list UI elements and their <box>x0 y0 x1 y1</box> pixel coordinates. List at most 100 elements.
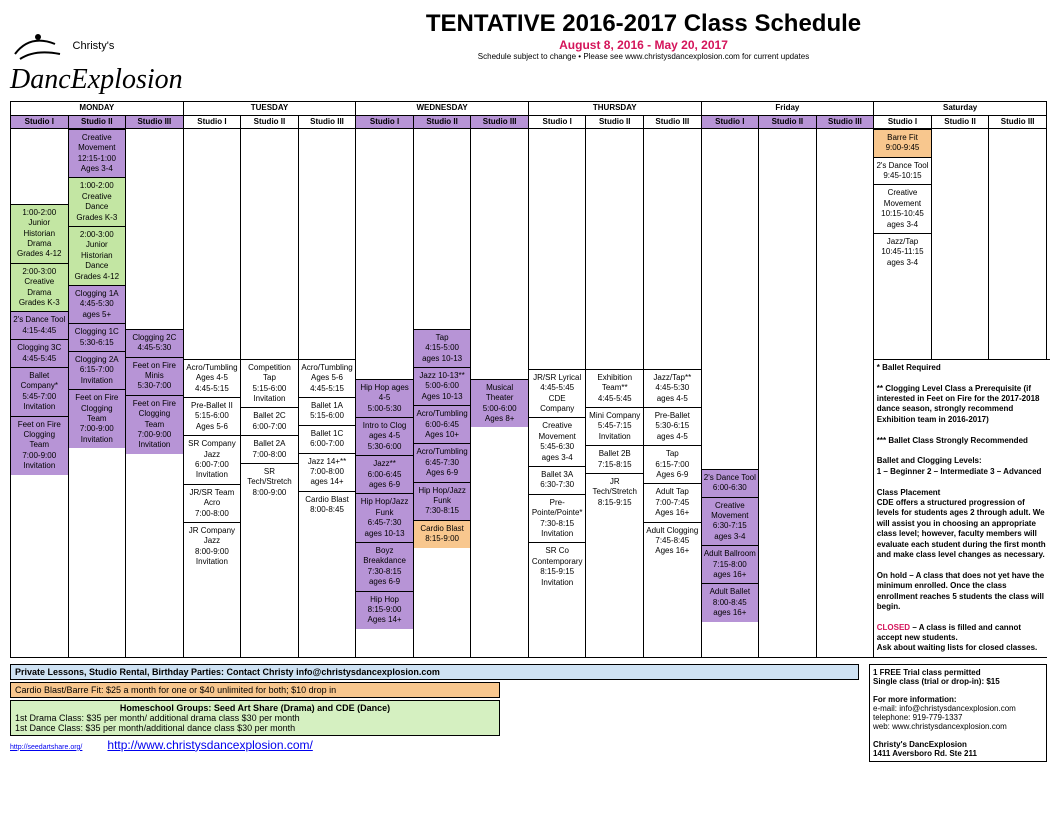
class-cell: Jazz 14+**7:00-8:00 ages 14+ <box>299 453 356 491</box>
class-cell: SR Company Jazz6:00-7:00 Invitation <box>184 435 241 484</box>
studio-header: Studio II <box>759 115 817 128</box>
class-cell: Creative Movement6:30-7:15 ages 3-4 <box>702 497 759 546</box>
link-seedartshare[interactable]: http://seedartshare.org/ <box>10 744 82 751</box>
class-cell: Ballet 2A7:00-8:00 <box>241 435 298 463</box>
class-cell: Creative Movement12:15-1:00 Ages 3-4 <box>69 129 126 178</box>
class-cell: JR Company Jazz8:00-9:00 Invitation <box>184 522 241 571</box>
class-cell: Competition Tap5:15-6:00 Invitation <box>241 359 298 408</box>
class-cell: Hip Hop/Jazz Funk7:30-8:15 <box>414 482 471 520</box>
schedule-column: Acro/Tumbling Ages 5-64:45-5:15Ballet 1A… <box>298 128 356 657</box>
class-cell: Cardio Blast8:00-8:45 <box>299 491 356 519</box>
schedule-column: Tap4:15-5:00 ages 10-13Jazz 10-13**5:00-… <box>413 128 471 657</box>
contact-web: web: www.christysdancexplosion.com <box>873 722 1043 731</box>
homeschool-line1: 1st Drama Class: $35 per month/ addition… <box>15 713 495 723</box>
class-cell: Hip Hop ages 4-55:00-5:30 <box>356 379 413 417</box>
class-cell: Adult Ballroom7:15-8:00 ages 16+ <box>702 545 759 583</box>
studio-header: Studio II <box>241 115 299 128</box>
class-cell: 1:00-2:00Junior Historian DramaGrades 4-… <box>11 204 68 263</box>
class-cell: SR Co Contemporary8:15-9:15 Invitation <box>529 542 586 591</box>
studio-header: Studio II <box>68 115 126 128</box>
schedule-column: Clogging 2C4:45-5:30Feet on Fire Minis5:… <box>126 128 184 657</box>
class-cell: Ballet 3A6:30-7:30 <box>529 466 586 494</box>
class-cell: Boyz Breakdance7:30-8:15 ages 6-9 <box>356 542 413 591</box>
class-cell: Jazz/Tap10:45-11:15 ages 3-4 <box>874 233 931 271</box>
page-title: TENTATIVE 2016-2017 Class Schedule <box>240 10 1047 38</box>
class-cell: Clogging 1C5:30-6:15 <box>69 323 126 351</box>
schedule-column <box>816 128 874 657</box>
day-friday: Friday <box>701 102 874 115</box>
notes-sidebar: * Ballet Required** Clogging Level Class… <box>874 359 1050 657</box>
day-monday: MONDAY <box>11 102 184 115</box>
class-cell: 2's Dance Tool4:15-4:45 <box>11 311 68 339</box>
logo-small: Christy's <box>73 40 115 52</box>
class-cell: Ballet 2C6:00-7:00 <box>241 407 298 435</box>
class-cell: Adult Ballet8:00-8:45 ages 16+ <box>702 583 759 621</box>
class-cell: Clogging 3C4:45-5:45 <box>11 339 68 367</box>
schedule-column: Creative Movement12:15-1:00 Ages 3-41:00… <box>68 128 126 657</box>
studio-header: Studio III <box>471 115 529 128</box>
class-cell: Adult Tap7:00-7:45 Ages 16+ <box>644 483 701 521</box>
class-cell: Feet on Fire Clogging Team7:00-9:00 Invi… <box>69 389 126 448</box>
schedule-column: Exhibition Team**4:45-5:45Mini Company5:… <box>586 128 644 657</box>
class-cell: Tap6:15-7:00 Ages 6-9 <box>644 445 701 483</box>
class-cell: Cardio Blast8:15-9:00 <box>414 520 471 548</box>
day-saturday: Saturday <box>874 102 1047 115</box>
class-cell: Feet on Fire Clogging Team7:00-9:00 Invi… <box>11 416 68 475</box>
class-cell: Hip Hop8:15-9:00 Ages 14+ <box>356 591 413 629</box>
class-cell: 2's Dance Tool9:45-10:15 <box>874 157 931 185</box>
studio-header: Studio III <box>644 115 702 128</box>
class-cell: 1:00-2:00Creative DanceGrades K-3 <box>69 177 126 226</box>
day-wednesday: WEDNESDAY <box>356 102 529 115</box>
schedule-column: Jazz/Tap**4:45-5:30 ages 4-5Pre-Ballet5:… <box>644 128 702 657</box>
studio-header: Studio II <box>586 115 644 128</box>
info-box: 1 FREE Trial class permitted Single clas… <box>869 664 1047 762</box>
schedule-column: * Ballet Required** Clogging Level Class… <box>931 128 989 657</box>
studio-header: Studio II <box>413 115 471 128</box>
class-cell: Clogging 2A6:15-7:00 Invitation <box>69 351 126 389</box>
homeschool-box: Homeschool Groups: Seed Art Share (Drama… <box>10 700 500 736</box>
trial-info: 1 FREE Trial class permitted <box>873 668 981 677</box>
header-note: Schedule subject to change • Please see … <box>240 52 1047 61</box>
studio-header: Studio III <box>126 115 184 128</box>
class-cell: Pre-Ballet5:30-6:15 ages 4-5 <box>644 407 701 445</box>
class-cell: Jazz**6:00-6:45 ages 6-9 <box>356 455 413 493</box>
class-cell: Clogging 2C4:45-5:30 <box>126 329 183 357</box>
schedule-column: Hip Hop ages 4-55:00-5:30Intro to Clog a… <box>356 128 414 657</box>
class-cell: JR Tech/Stretch8:15-9:15 <box>586 473 643 511</box>
class-cell: Creative Movement10:15-10:45 ages 3-4 <box>874 184 931 233</box>
schedule-column <box>759 128 817 657</box>
class-cell: Jazz 10-13**5:00-6:00 Ages 10-13 <box>414 367 471 405</box>
day-tuesday: TUESDAY <box>183 102 356 115</box>
class-cell: 2:00-3:00Junior Historian DanceGrades 4-… <box>69 226 126 285</box>
address-name: Christy's DancExplosion <box>873 740 967 749</box>
logo-main: DancExplosion <box>10 64 183 95</box>
schedule-column: 1:00-2:00Junior Historian DramaGrades 4-… <box>11 128 69 657</box>
class-cell: Musical Theater5:00-6:00 Ages 8+ <box>471 379 528 428</box>
studio-header: Studio II <box>931 115 989 128</box>
schedule-column: Competition Tap5:15-6:00 InvitationBalle… <box>241 128 299 657</box>
link-cde[interactable]: http://www.christysdancexplosion.com/ <box>107 738 312 752</box>
single-class-info: Single class (trial or drop-in): $15 <box>873 677 1000 686</box>
schedule-column: Musical Theater5:00-6:00 Ages 8+ <box>471 128 529 657</box>
class-cell: Ballet 1C6:00-7:00 <box>299 425 356 453</box>
private-lessons: Private Lessons, Studio Rental, Birthday… <box>10 664 859 680</box>
schedule-column: JR/SR Lyrical4:45-5:45 CDE CompanyCreati… <box>528 128 586 657</box>
class-cell: Adult Clogging7:45-8:45 Ages 16+ <box>644 522 701 560</box>
studio-header: Studio III <box>989 115 1047 128</box>
class-cell: Pre-Pointe/Pointe*7:30-8:15 Invitation <box>529 494 586 543</box>
class-cell: Feet on Fire Clogging Team7:00-9:00 Invi… <box>126 395 183 454</box>
class-cell: Intro to Clog ages 4-55:30-6:00 <box>356 417 413 455</box>
address-street: 1411 Aversboro Rd. Ste 211 <box>873 749 977 758</box>
studio-header: Studio I <box>528 115 586 128</box>
class-cell: Jazz/Tap**4:45-5:30 ages 4-5 <box>644 369 701 407</box>
homeschool-heading: Homeschool Groups: Seed Art Share (Drama… <box>15 703 495 713</box>
info-heading: For more information: <box>873 695 957 704</box>
class-cell: JR/SR Team Acro7:00-8:00 <box>184 484 241 522</box>
class-cell: Acro/Tumbling Ages 4-54:45-5:15 <box>184 359 241 397</box>
class-cell: Hip Hop/Jazz Funk6:45-7:30 ages 10-13 <box>356 493 413 542</box>
class-cell: Ballet 2B7:15-8:15 <box>586 445 643 473</box>
class-cell: Mini Company5:45-7:15 Invitation <box>586 407 643 445</box>
studio-header: Studio I <box>183 115 241 128</box>
class-cell: Clogging 1A4:45-5:30 ages 5+ <box>69 285 126 323</box>
class-cell: Pre-Ballet II5:15-6:00 Ages 5-6 <box>184 397 241 435</box>
